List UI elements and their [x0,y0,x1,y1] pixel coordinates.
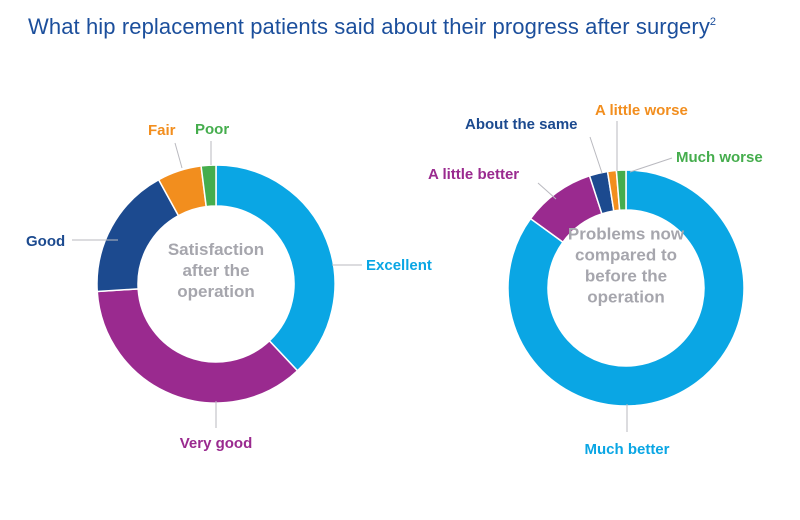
label-very-good: Very good [180,435,253,452]
slice-very-good [96,288,299,404]
slice-good [96,178,180,293]
label-excellent: Excellent [366,257,432,274]
center-label-line: operation [587,288,664,307]
leader-line-fair [174,142,183,169]
center-label-line: after the [182,261,249,280]
center-label-line: compared to [575,246,677,265]
slice-poor [200,164,217,208]
page-title: What hip replacement patients said about… [28,14,716,40]
satisfaction-donut-chart: Excellent Very good Good Fair Poor Satisfacti… [26,121,432,452]
label-about-the-same: About the same [465,116,578,133]
title-footnote-marker: 2 [709,16,717,28]
label-much-worse: Much worse [676,149,763,166]
slice-much-worse [615,169,627,212]
slice-excellent [215,164,336,372]
center-label-line: before the [585,267,667,286]
label-much-better: Much better [584,441,669,458]
label-poor: Poor [195,121,229,138]
leader-line-a-little-better [537,182,557,200]
center-label-line: operation [177,282,254,301]
leader-line-about-the-same [589,136,603,174]
center-label-line: Problems now [568,225,685,244]
page-title-text: What hip replacement patients said about… [28,14,710,39]
problems-donut-chart: Much better A little better About the same… [428,102,763,458]
label-fair: Fair [148,122,176,139]
label-good: Good [26,233,65,250]
slice-much-better [507,169,745,407]
label-a-little-worse: A little worse [595,102,688,119]
center-label-line: Satisfaction [168,240,264,259]
leader-line-much-worse [629,157,673,173]
label-a-little-better: A little better [428,166,519,183]
